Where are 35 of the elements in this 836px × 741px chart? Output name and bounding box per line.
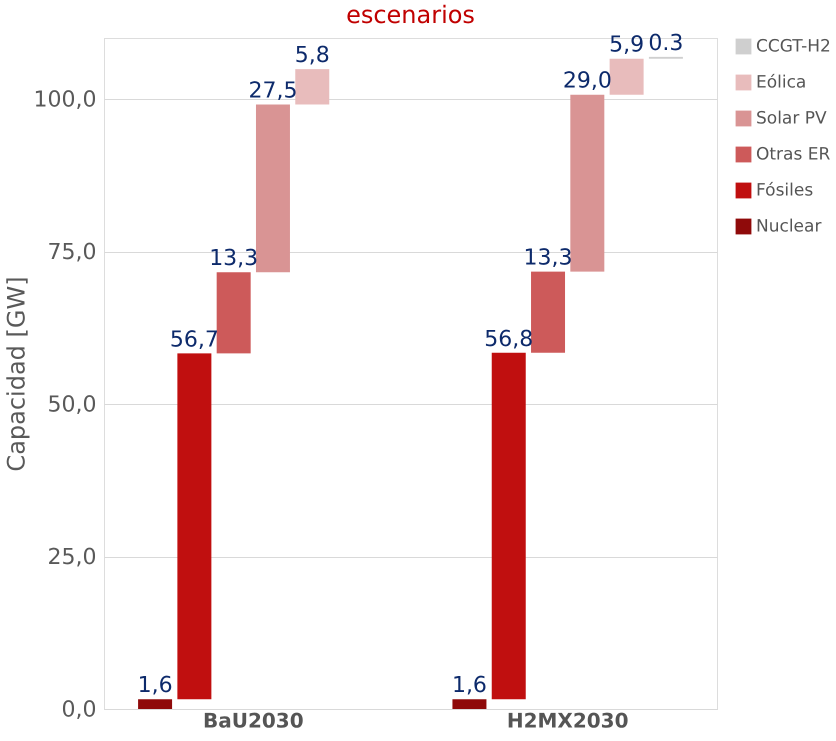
data-label: 0.3 xyxy=(648,30,684,56)
legend-label: Fósiles xyxy=(756,180,814,200)
y-tick-label: 0,0 xyxy=(62,698,96,722)
x-tick-label: H2MX2030 xyxy=(506,708,628,732)
legend-label: Solar PV xyxy=(756,108,827,128)
data-label: 13,3 xyxy=(524,246,573,271)
y-tick-label: 50,0 xyxy=(48,392,96,418)
bar xyxy=(177,353,212,700)
bar xyxy=(531,272,566,353)
legend-label: Nuclear xyxy=(756,216,822,236)
data-label: 5,8 xyxy=(294,43,330,68)
bar xyxy=(570,94,604,272)
chart-title: escenarios xyxy=(346,0,475,29)
bar xyxy=(295,69,330,104)
legend-label: Eólica xyxy=(756,72,806,92)
bar xyxy=(138,699,172,709)
bar xyxy=(610,58,644,95)
data-label: 13,3 xyxy=(209,246,258,272)
data-label: 1,6 xyxy=(452,673,487,698)
bar xyxy=(492,352,526,700)
data-label: 5,9 xyxy=(609,32,644,58)
y-tick-label: 25,0 xyxy=(48,545,96,570)
data-label: 27,5 xyxy=(248,78,298,104)
y-axis-title: Capacidad [GW] xyxy=(2,276,31,472)
data-label: 29,0 xyxy=(562,68,612,94)
data-label: 56,7 xyxy=(170,327,219,352)
bar xyxy=(452,699,486,709)
bar xyxy=(216,272,251,354)
legend-label: Otras ER xyxy=(756,144,830,164)
y-tick-label: 75,0 xyxy=(48,240,96,265)
data-label: 1,6 xyxy=(138,673,173,698)
legend-label: CCGT-H2 xyxy=(756,36,831,56)
y-tick-label: 100,0 xyxy=(34,88,96,112)
bar xyxy=(256,104,290,272)
x-tick-label: BaU2030 xyxy=(202,708,304,732)
